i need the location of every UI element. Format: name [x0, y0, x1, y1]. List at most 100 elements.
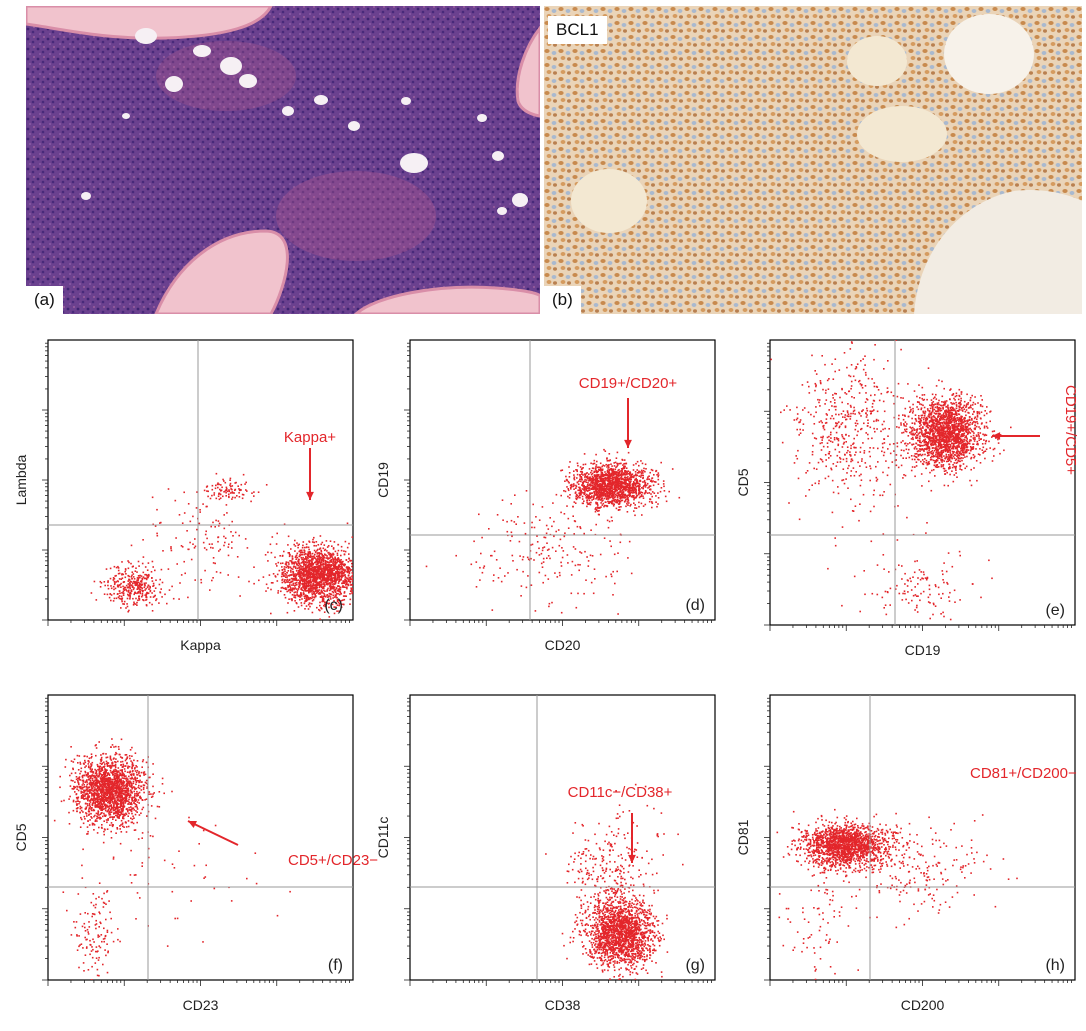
event-dot: [594, 474, 596, 477]
event-dot: [332, 548, 335, 550]
event-dot: [302, 561, 305, 564]
event-dot: [305, 585, 307, 587]
event-dot: [958, 432, 960, 434]
event-dot: [909, 442, 911, 444]
event-dot: [332, 552, 334, 555]
event-dot: [288, 553, 291, 556]
event-dot: [582, 467, 584, 469]
event-dot: [935, 393, 937, 396]
event-dot: [956, 445, 958, 447]
event-dot: [580, 552, 583, 554]
event-dot: [326, 567, 329, 570]
event-dot: [939, 443, 942, 446]
event-dot: [318, 591, 321, 594]
event-dot: [142, 590, 144, 592]
event-dot: [307, 569, 309, 572]
event-dot: [614, 493, 617, 496]
event-dot: [298, 567, 300, 569]
event-dot: [282, 574, 285, 576]
event-dot: [481, 571, 484, 574]
event-dot: [241, 497, 244, 500]
event-dot: [348, 572, 351, 575]
event-dot: [178, 598, 180, 600]
event-dot: [325, 604, 327, 607]
event-dot: [311, 597, 313, 600]
event-dot: [333, 583, 336, 586]
event-dot: [299, 580, 301, 582]
event-dot: [960, 418, 963, 421]
event-dot: [306, 554, 309, 557]
event-dot: [328, 595, 330, 597]
event-dot: [226, 488, 228, 490]
event-dot: [324, 605, 327, 608]
event-dot: [596, 477, 598, 480]
event-dot: [229, 485, 232, 488]
event-dot: [238, 496, 241, 498]
event-dot: [522, 556, 525, 558]
event-dot: [322, 547, 325, 550]
event-dot: [314, 570, 316, 573]
event-dot: [136, 581, 139, 584]
event-dot: [917, 408, 920, 411]
event-dot: [618, 471, 621, 474]
event-dot: [270, 612, 272, 615]
event-dot: [215, 472, 218, 475]
event-dot: [309, 605, 311, 608]
event-dot: [620, 499, 623, 502]
event-dot: [220, 484, 222, 486]
event-dot: [321, 598, 324, 600]
event-dot: [620, 470, 622, 472]
event-dot: [625, 470, 628, 473]
event-dot: [607, 459, 610, 462]
event-dot: [555, 550, 557, 552]
event-dot: [968, 431, 971, 433]
event-dot: [593, 494, 595, 497]
event-dot: [117, 567, 120, 569]
event-dot: [297, 562, 300, 564]
event-dot: [302, 553, 304, 556]
event-dot: [623, 478, 626, 481]
event-dot: [349, 576, 352, 579]
event-dot: [974, 403, 977, 405]
event-dot: [139, 574, 141, 577]
event-dot: [315, 555, 318, 558]
event-dot: [482, 567, 485, 569]
event-dot: [303, 593, 305, 595]
event-dot: [630, 491, 633, 494]
event-dot: [620, 487, 623, 489]
event-dot: [303, 587, 305, 589]
event-dot: [969, 479, 971, 482]
event-dot: [595, 479, 598, 482]
event-dot: [317, 570, 320, 572]
event-dot: [941, 446, 943, 449]
event-dot: [611, 478, 613, 480]
event-dot: [330, 593, 333, 596]
event-dot: [316, 606, 318, 609]
event-dot: [142, 571, 145, 574]
event-dot: [587, 503, 590, 505]
event-dot: [301, 572, 303, 574]
event-dot: [320, 607, 322, 609]
event-dot: [580, 476, 583, 478]
event-dot: [617, 480, 620, 483]
event-dot: [622, 464, 624, 466]
event-dot: [611, 501, 614, 503]
event-dot: [580, 480, 582, 483]
event-dot: [943, 460, 946, 462]
event-dot: [297, 564, 299, 567]
event-dot: [178, 514, 181, 516]
event-dot: [303, 586, 306, 588]
event-dot: [326, 580, 328, 583]
event-dot: [606, 494, 608, 496]
micrograph-he: (a): [26, 6, 540, 314]
event-dot: [129, 580, 132, 583]
event-dot: [326, 546, 329, 548]
event-dot: [949, 409, 952, 412]
event-dot: [919, 418, 922, 420]
event-dot: [304, 570, 306, 572]
event-dot: [911, 417, 913, 420]
event-dot: [336, 560, 339, 563]
event-dot: [602, 502, 605, 505]
event-dot: [312, 586, 315, 589]
event-dot: [152, 596, 155, 598]
